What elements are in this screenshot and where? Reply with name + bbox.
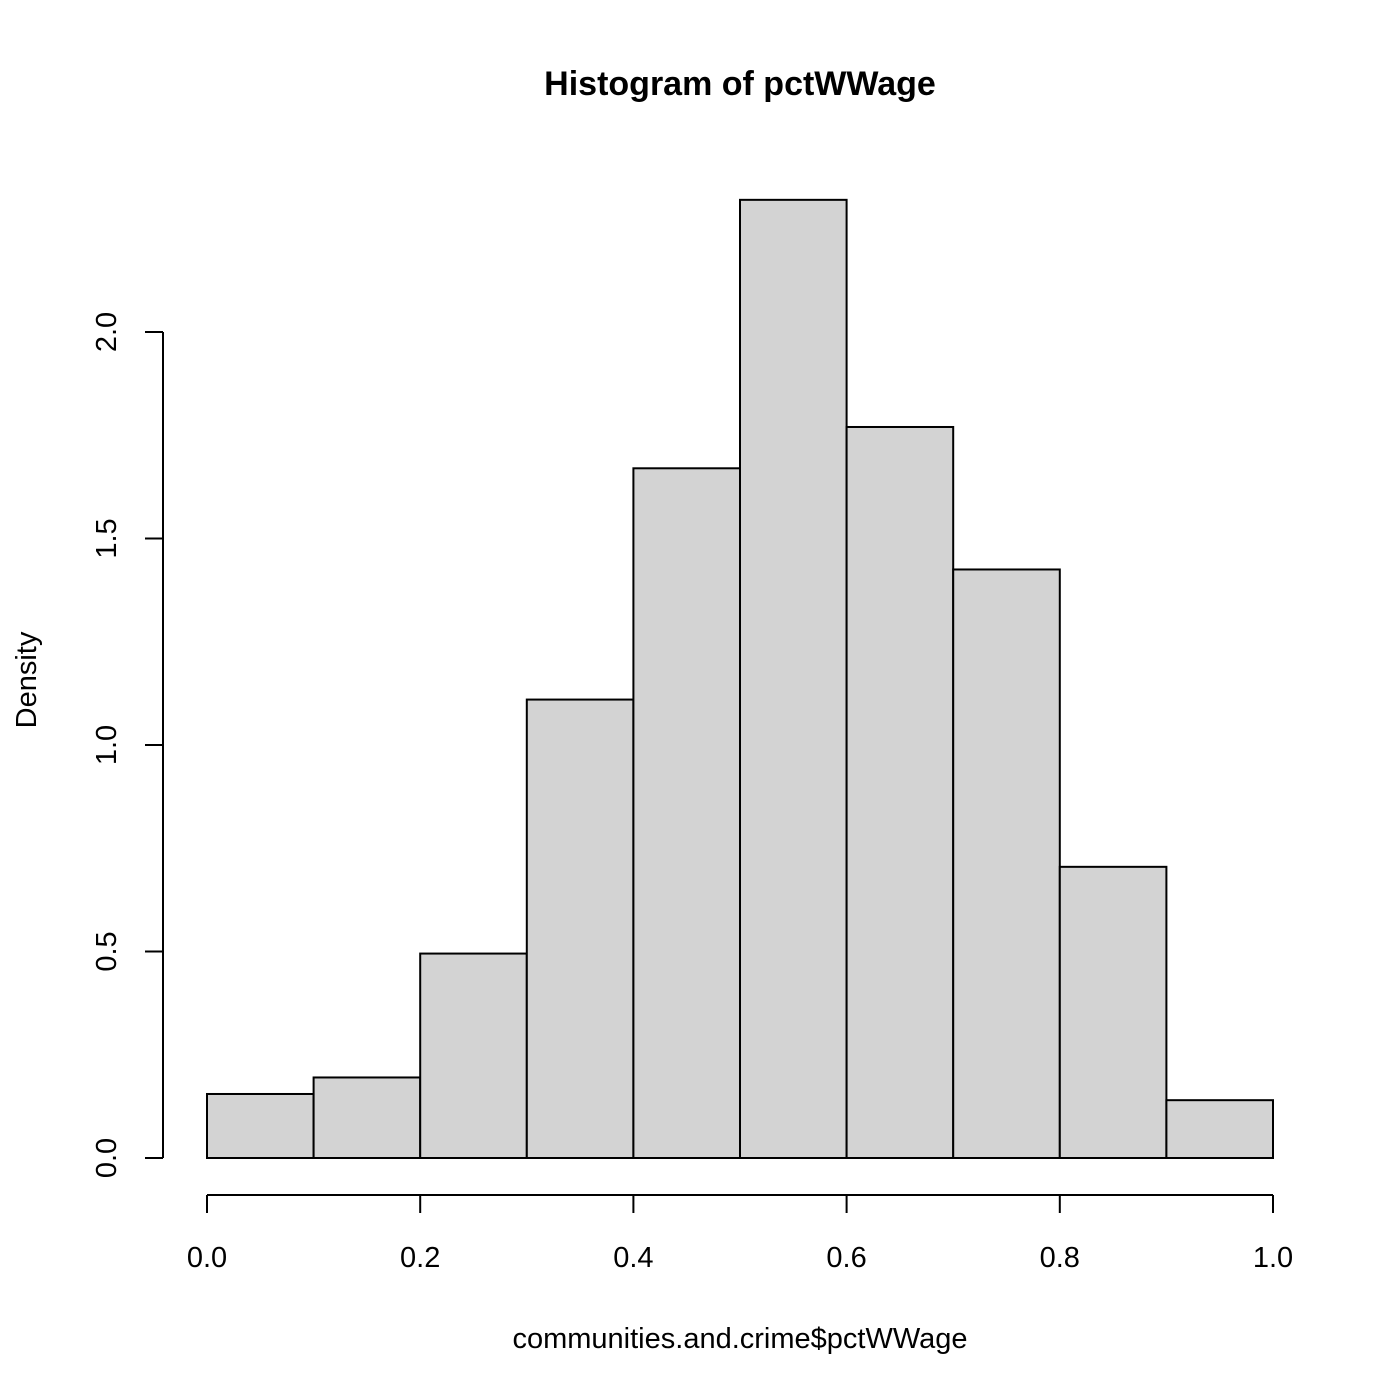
x-tick-label-2: 0.4 [613,1242,653,1274]
chart-title: Histogram of pctWWage [544,65,936,103]
histogram-bar-7 [952,568,1061,1159]
histogram-bar-2 [419,952,528,1159]
histogram-bar-3 [525,698,635,1159]
bars-group [206,198,1275,1160]
y-tick-label-2: 1.0 [91,725,123,765]
histogram-bar-0 [206,1092,315,1159]
x-tick-label-0: 0.0 [187,1242,227,1274]
histogram-bar-9 [1165,1099,1275,1160]
histogram-bar-6 [845,425,955,1159]
x-tick-label-5: 1.0 [1253,1242,1293,1274]
x-tick-label-3: 0.6 [826,1242,866,1274]
histogram-bar-8 [1058,865,1168,1160]
histogram-bar-1 [312,1076,422,1159]
y-tick-label-1: 0.5 [91,931,123,971]
x-tick-label-1: 0.2 [400,1242,440,1274]
histogram-bar-4 [632,467,742,1160]
y-tick-label-4: 2.0 [91,312,123,352]
y-tick-label-3: 1.5 [91,518,123,558]
x-axis-label: communities.and.crime$pctWWage [512,1323,967,1355]
y-tick-label-0: 0.0 [91,1138,123,1178]
y-axis-label: Density [11,631,43,728]
x-tick-label-4: 0.8 [1040,1242,1080,1274]
y-axis: 0.0 0.5 1.0 1.5 2.0 [91,312,164,1178]
x-axis: 0.0 0.2 0.4 0.6 0.8 1.0 [187,1194,1293,1274]
histogram-bar-5 [739,198,848,1159]
